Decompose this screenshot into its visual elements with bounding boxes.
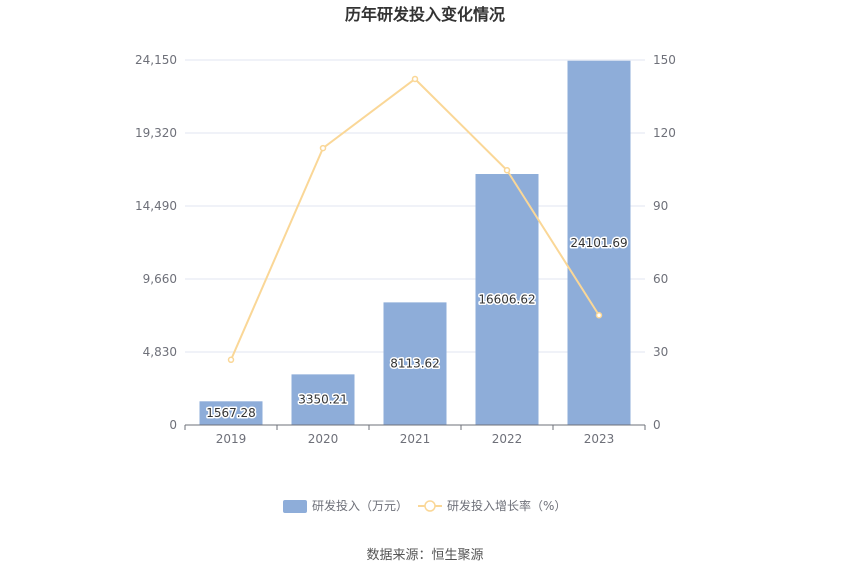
y-right-tick-label: 0 bbox=[653, 418, 661, 432]
line-point[interactable] bbox=[503, 166, 511, 174]
legend-bar-swatch bbox=[283, 500, 307, 513]
bar-data-label: 8113.62 bbox=[390, 357, 440, 371]
bar[interactable] bbox=[199, 401, 263, 425]
bar[interactable] bbox=[291, 374, 355, 425]
y-left-tick-label: 4,830 bbox=[143, 345, 177, 359]
source-note: 数据来源：恒生聚源 bbox=[366, 548, 483, 563]
y-left-tick-label: 19,320 bbox=[135, 126, 177, 140]
bar-data-label: 16606.62 bbox=[478, 293, 535, 307]
bar-data-label: 24101.69 bbox=[570, 236, 627, 250]
legend-item-line[interactable]: 研发投入增长率（%） bbox=[418, 498, 566, 513]
x-tick-label: 2022 bbox=[492, 432, 523, 446]
x-tick-label: 2019 bbox=[216, 432, 247, 446]
bar-series bbox=[199, 60, 631, 425]
legend-bar-label: 研发投入（万元） bbox=[312, 498, 408, 513]
bar[interactable] bbox=[567, 60, 631, 425]
line-point[interactable] bbox=[411, 75, 419, 83]
y-right-tick-label: 60 bbox=[653, 272, 668, 286]
bar[interactable] bbox=[475, 174, 539, 425]
y-right-tick-label: 120 bbox=[653, 126, 676, 140]
bar[interactable] bbox=[383, 302, 447, 425]
line-point[interactable] bbox=[227, 356, 235, 364]
y-left-tick-label: 24,150 bbox=[135, 53, 177, 67]
data-labels: 1567.28 3350.21 8113.62 16606.62 24101.69 bbox=[205, 234, 629, 421]
y-right-tick-label: 150 bbox=[653, 53, 676, 67]
y-left-tick-label: 0 bbox=[169, 418, 177, 432]
y-left-tick-label: 9,660 bbox=[143, 272, 177, 286]
axes: 0 0 4,830 30 9,660 60 14,490 90 19,320 120 24,150 1… bbox=[135, 53, 676, 446]
y-left-tick-label: 14,490 bbox=[135, 199, 177, 213]
legend-line-label: 研发投入增长率（%） bbox=[447, 498, 566, 513]
x-tick-label: 2020 bbox=[308, 432, 339, 446]
x-tick-label: 2023 bbox=[584, 432, 615, 446]
legend[interactable]: 研发投入（万元） 研发投入增长率（%） bbox=[283, 498, 566, 513]
y-right-tick-label: 90 bbox=[653, 199, 668, 213]
bar-data-label: 3350.21 bbox=[298, 393, 348, 407]
line-series bbox=[227, 75, 603, 364]
chart-title: 历年研发投入变化情况 bbox=[345, 5, 505, 24]
y-right-tick-label: 30 bbox=[653, 345, 668, 359]
legend-item-bar[interactable]: 研发投入（万元） bbox=[283, 498, 408, 513]
legend-line-marker bbox=[424, 500, 436, 512]
x-tick-label: 2021 bbox=[400, 432, 431, 446]
line-point[interactable] bbox=[595, 312, 603, 319]
line-point[interactable] bbox=[319, 144, 327, 152]
bar-data-label: 1567.28 bbox=[206, 406, 256, 420]
